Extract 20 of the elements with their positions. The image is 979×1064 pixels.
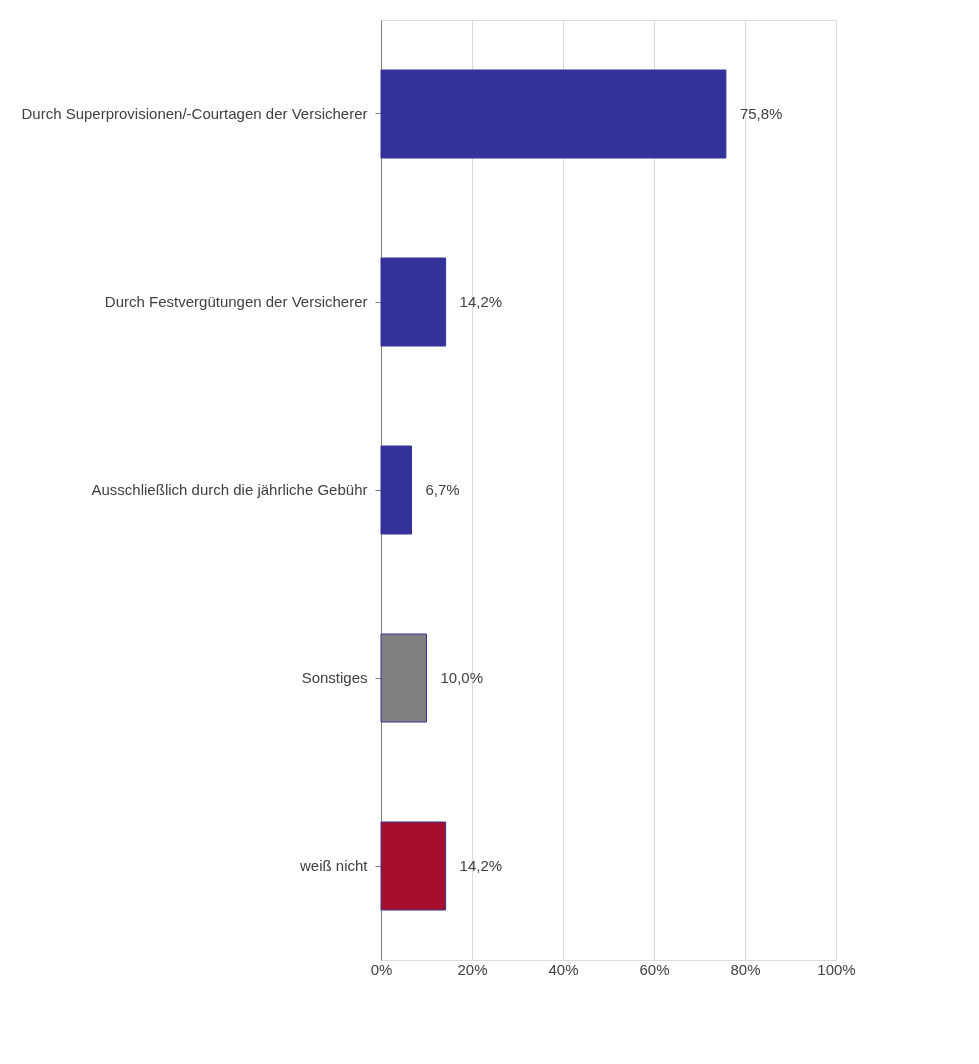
x-tick-label: 60% [639, 960, 670, 978]
y-tick-label: Durch Superprovisionen/-Courtagen der Versicherer [21, 105, 368, 122]
data-label: 10,0% [440, 669, 484, 686]
y-tick-label: weiß nicht [298, 857, 369, 874]
x-tick-label: 20% [457, 960, 488, 978]
data-label: 14,2% [459, 293, 503, 310]
y-tick-label: Durch Festvergütungen der Versicherer [104, 293, 368, 310]
bar [380, 445, 412, 535]
bar [380, 69, 727, 159]
y-tick-label: Sonstiges [301, 669, 368, 686]
bar [380, 821, 447, 911]
x-tick-label: 100% [817, 960, 856, 978]
data-label: 6,7% [425, 481, 460, 498]
y-tick-label: Ausschließlich durch die jährliche Gebühr [91, 481, 368, 498]
x-tick-label: 0% [370, 960, 393, 978]
x-tick-label: 80% [730, 960, 761, 978]
data-label: 14,2% [459, 857, 503, 874]
bar [380, 257, 447, 347]
x-tick-label: 40% [548, 960, 579, 978]
data-label: 75,8% [739, 105, 783, 122]
